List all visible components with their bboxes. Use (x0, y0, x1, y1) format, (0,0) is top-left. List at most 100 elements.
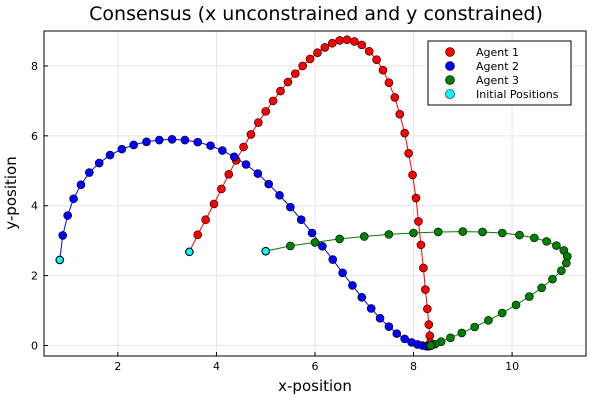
point-agent-1 (342, 35, 352, 45)
point-agent-2 (94, 158, 104, 168)
point-agent-3 (310, 238, 320, 247)
y-axis-label: y-position (2, 156, 20, 229)
point-agent-1 (320, 43, 330, 52)
point-agent-1 (224, 169, 234, 179)
point-agent-3 (548, 274, 557, 284)
point-agent-1 (416, 240, 426, 250)
point-agent-1 (400, 128, 409, 138)
series-points (55, 35, 572, 351)
point-agent-2 (384, 322, 394, 331)
series-line-agent-2 (59, 138, 432, 347)
point-agent-2 (286, 202, 295, 212)
point-agent-3 (384, 230, 394, 239)
point-agent-3 (542, 237, 551, 246)
point-agent-1 (419, 263, 428, 273)
point-agent-1 (408, 170, 417, 180)
point-agent-3 (529, 233, 539, 243)
point-agent-1 (357, 40, 367, 50)
x-axis-label: x-position (278, 377, 352, 395)
point-agent-3 (433, 227, 443, 237)
point-agent-1 (298, 61, 307, 71)
x-tick-label: 4 (213, 360, 220, 373)
point-agent-1 (423, 304, 432, 314)
point-agent-2 (328, 255, 338, 264)
point-agent-1 (209, 199, 219, 209)
point-agent-3 (426, 341, 436, 350)
point-agent-3 (458, 227, 468, 236)
point-agent-1 (268, 96, 278, 106)
legend-marker-agent-2 (445, 61, 455, 71)
point-agent-3 (470, 322, 479, 332)
point-agent-1 (261, 107, 271, 116)
point-agent-1 (305, 54, 315, 64)
point-agent-3 (537, 283, 546, 293)
point-agent-2 (392, 329, 402, 338)
point-agent-2 (264, 179, 273, 189)
point-agent-3 (457, 328, 467, 338)
point-agent-1 (372, 55, 381, 64)
y-tick-label: 2 (31, 270, 38, 283)
tick-labels: 2 4 6 8 10 0 2 4 6 8 (31, 60, 519, 373)
point-agent-1 (424, 320, 434, 329)
y-tick-label: 4 (31, 200, 38, 213)
legend-label-agent-2: Agent 2 (476, 60, 519, 73)
point-agent-2 (193, 137, 203, 147)
point-agent-2 (241, 160, 251, 169)
point-agent-2 (400, 334, 409, 344)
point-agent-1 (239, 142, 248, 152)
point-agent-2 (307, 228, 317, 238)
x-tick-label: 10 (505, 360, 519, 373)
legend-marker-agent-1 (445, 47, 455, 57)
point-agent-2 (58, 231, 68, 240)
point-agent-1 (290, 69, 300, 78)
point-agent-2 (142, 137, 151, 147)
point-agent-2 (375, 313, 385, 323)
legend-marker-initial-positions (445, 89, 455, 99)
point-agent-2 (366, 304, 376, 313)
y-tick-label: 6 (31, 130, 38, 143)
y-tick-label: 8 (31, 60, 38, 73)
point-agent-2 (275, 190, 284, 200)
point-agent-3 (515, 230, 524, 240)
point-agent-2 (63, 211, 72, 220)
point-agent-2 (218, 146, 227, 155)
x-tick-label: 8 (410, 360, 417, 373)
chart-title: Consensus (x unconstrained and y constra… (89, 3, 543, 25)
point-agent-1 (395, 109, 405, 119)
point-agent-2 (338, 268, 347, 278)
point-agent-3 (552, 241, 561, 250)
point-agent-1 (390, 93, 400, 102)
point-agent-3 (359, 232, 369, 241)
point-agent-1 (350, 37, 359, 46)
point-agent-3 (497, 228, 507, 238)
point-agent-1 (217, 184, 226, 194)
point-agent-3 (525, 292, 534, 301)
point-agent-1 (246, 130, 256, 139)
point-agent-3 (286, 241, 295, 251)
point-agent-3 (484, 316, 493, 325)
point-agent-3 (557, 266, 566, 276)
point-agent-2 (206, 141, 215, 150)
point-agent-2 (348, 281, 357, 290)
point-agent-1 (276, 86, 285, 96)
legend-marker-agent-3 (445, 75, 455, 85)
point-agent-3 (561, 258, 571, 268)
point-initial-positions (55, 256, 64, 264)
point-agent-2 (154, 135, 164, 145)
point-agent-2 (85, 168, 94, 177)
point-agent-1 (254, 118, 263, 127)
point-agent-3 (497, 308, 507, 318)
legend-label-agent-3: Agent 3 (476, 74, 519, 87)
point-agent-1 (335, 36, 344, 45)
point-initial-positions (261, 247, 270, 255)
point-agent-3 (446, 333, 455, 343)
point-agent-2 (357, 292, 367, 302)
point-agent-3 (511, 300, 521, 310)
point-agent-1 (327, 38, 337, 48)
point-agent-1 (313, 48, 322, 57)
point-agent-2 (229, 152, 239, 162)
point-agent-3 (409, 228, 418, 238)
point-agent-2 (69, 194, 78, 204)
point-agent-1 (201, 215, 210, 225)
